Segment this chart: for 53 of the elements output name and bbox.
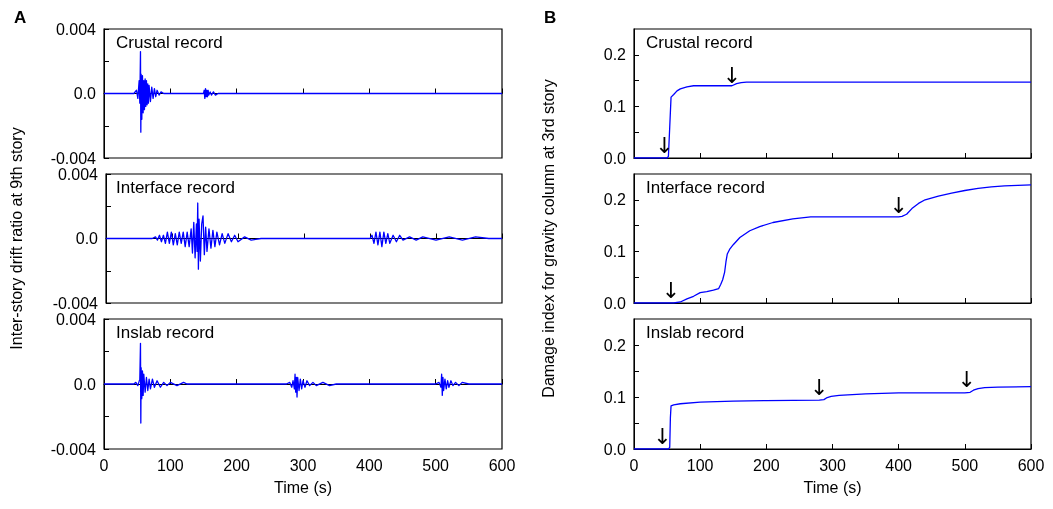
y-tick-label: 0.0 [73,375,97,393]
x-tick-label: 100 [156,456,184,474]
x-tick-label: 200 [223,456,251,474]
y-tick-label: -0.004 [50,149,97,167]
x-axis-title: Time (s) [273,478,333,496]
line-series [103,342,503,424]
chart-subtitle: Interface record [116,178,236,197]
y-tick-label: 0.2 [603,191,627,209]
x-tick-label: 400 [355,456,383,474]
y-tick-label: 0.1 [603,242,627,260]
x-tick-label: 200 [752,456,780,474]
y-axis-title: Inter-story drift ratio at 9th story [7,127,25,350]
x-tick-label: 400 [885,456,913,474]
x-tick-label: 300 [289,456,317,474]
x-tick-label: 600 [1017,456,1045,474]
y-tick-label: 0.0 [603,440,627,458]
y-tick-label: 0.004 [55,20,97,38]
chart-subtitle: Crustal record [116,33,223,52]
chart-subtitle: Crustal record [646,33,753,52]
y-tick-label: 0.0 [603,149,627,167]
line-series [103,50,503,133]
y-tick-label: 0.004 [55,310,97,328]
y-tick-label: 0.004 [57,165,99,183]
annotation: ↓ [957,367,977,393]
chart-title: B [544,8,557,27]
x-tick-label: 100 [686,456,714,474]
y-tick-label: -0.004 [52,294,99,312]
annotation: ↓ [661,278,681,304]
x-tick-label: 500 [422,456,450,474]
line-series [105,202,503,270]
x-tick-label: 500 [951,456,979,474]
x-tick-label: 600 [488,456,516,474]
y-tick-label: 0.2 [603,46,627,64]
y-tick-label: 0.1 [603,388,627,406]
x-axis-title: Time (s) [803,478,862,496]
chart-subtitle: Interface record [646,178,766,197]
x-tick-label: 0 [629,456,639,474]
y-tick-label: 0.2 [603,336,627,354]
y-tick-label: 0.0 [75,230,99,247]
chart-title: A [14,8,27,27]
annotation: ↓ [810,374,829,400]
y-tick-label: 0.1 [603,97,627,115]
x-tick-label: 0 [99,456,109,474]
y-tick-label: 0.0 [603,294,627,312]
chart-subtitle: Inslab record [116,323,215,342]
y-tick-label: 0.0 [73,85,97,102]
x-tick-label: 300 [819,456,846,474]
y-axis-title: Damage index for gravity column at 3rd story [539,79,557,398]
annotation: ↓ [889,193,908,219]
annotation: ↓ [653,424,672,450]
y-tick-label: -0.004 [50,440,97,458]
annotation: ↓ [722,62,742,88]
chart-subtitle: Inslab record [646,323,745,342]
